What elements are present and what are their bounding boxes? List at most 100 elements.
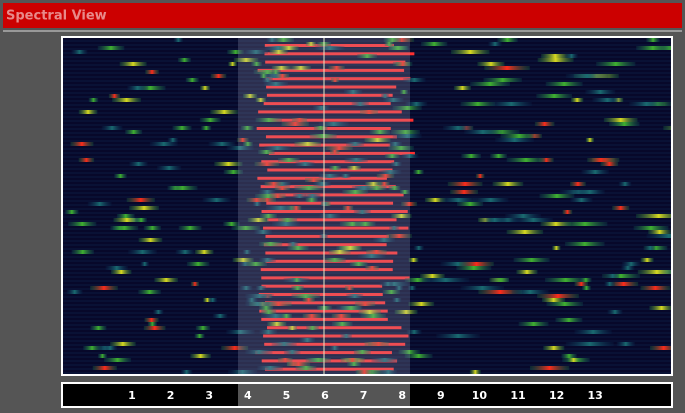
spectral-peak bbox=[318, 174, 341, 178]
spectral-peak bbox=[390, 162, 402, 166]
spectral-peak bbox=[255, 98, 266, 102]
spectral-peak bbox=[110, 342, 136, 346]
spectral-peak bbox=[386, 234, 412, 238]
spectral-peak bbox=[570, 98, 584, 102]
spectral-peak bbox=[319, 214, 341, 218]
spectral-peak bbox=[226, 146, 254, 150]
spectral-peak bbox=[555, 318, 583, 322]
spectral-peak bbox=[178, 226, 202, 230]
spectral-peak bbox=[537, 294, 579, 298]
row-band bbox=[63, 80, 671, 82]
spectral-peak bbox=[392, 298, 402, 302]
spectral-peak bbox=[71, 250, 94, 254]
spectral-peak bbox=[585, 90, 616, 94]
spectral-peak bbox=[257, 366, 284, 370]
spectral-peak bbox=[261, 314, 291, 318]
spectral-peak bbox=[254, 230, 272, 234]
spectral-peak bbox=[143, 226, 161, 230]
spectral-peak bbox=[398, 350, 421, 354]
spectral-peak bbox=[309, 134, 337, 138]
spectral-peak bbox=[353, 350, 371, 354]
spectral-peak bbox=[223, 170, 244, 174]
spectral-peak bbox=[368, 342, 389, 346]
spectral-peak bbox=[391, 214, 412, 218]
axis-label: 1 bbox=[128, 389, 136, 402]
selection-stripe bbox=[269, 193, 404, 197]
spectral-peak bbox=[392, 134, 422, 138]
spectral-peak bbox=[636, 46, 670, 50]
spectral-peak bbox=[331, 322, 353, 326]
row-band bbox=[63, 84, 671, 86]
spectral-peak bbox=[190, 354, 211, 358]
spectral-peak bbox=[329, 150, 340, 154]
spectral-peak bbox=[279, 46, 299, 50]
spectral-peak bbox=[110, 226, 139, 230]
spectral-peak bbox=[346, 358, 359, 362]
row-band bbox=[63, 88, 671, 90]
spectral-peak bbox=[186, 262, 210, 266]
spectral-peak bbox=[185, 78, 199, 82]
row-band bbox=[63, 280, 671, 282]
spectral-peak bbox=[291, 118, 308, 122]
spectral-peak bbox=[274, 186, 290, 190]
spectral-peak bbox=[292, 278, 302, 282]
selection-stripe bbox=[261, 160, 395, 164]
spectral-peak bbox=[365, 266, 379, 270]
spectral-peak bbox=[242, 94, 258, 98]
spectral-peak bbox=[360, 314, 386, 318]
spectral-peak bbox=[157, 166, 182, 170]
selection-stripe bbox=[260, 185, 396, 189]
spectral-peak bbox=[536, 94, 573, 98]
spectral-peak bbox=[65, 210, 79, 214]
spectral-peak bbox=[172, 126, 192, 130]
spectral-peak bbox=[265, 302, 292, 306]
spectral-peak bbox=[636, 214, 671, 218]
selection-stripe bbox=[258, 110, 402, 114]
spectral-peak bbox=[648, 230, 671, 234]
spectral-peak bbox=[356, 370, 373, 374]
selection-stripe bbox=[264, 52, 415, 56]
spectral-peak bbox=[245, 302, 270, 306]
spectral-peak bbox=[340, 334, 353, 338]
spectral-peak bbox=[360, 110, 379, 114]
row-band bbox=[63, 296, 671, 298]
spectral-peak bbox=[315, 46, 345, 50]
spectral-peak bbox=[83, 346, 101, 350]
spectral-peak bbox=[226, 330, 255, 334]
row-band bbox=[63, 116, 671, 118]
spectral-peak bbox=[101, 126, 123, 130]
row-band bbox=[63, 124, 671, 126]
axis-label: 6 bbox=[321, 389, 329, 402]
selection-stripe bbox=[268, 118, 414, 122]
row-band bbox=[63, 232, 671, 234]
spectral-peak bbox=[404, 354, 433, 358]
spectral-peak bbox=[413, 170, 424, 174]
spectral-peak bbox=[565, 242, 605, 246]
spectral-peak bbox=[346, 294, 364, 298]
spectral-peak bbox=[240, 126, 254, 130]
spectral-peak bbox=[637, 270, 671, 274]
spectral-peak bbox=[616, 342, 635, 346]
spectral-peak bbox=[313, 182, 331, 186]
spectral-peak bbox=[518, 322, 549, 326]
spectral-peak bbox=[236, 138, 249, 142]
row-band bbox=[63, 332, 671, 334]
row-band bbox=[63, 308, 671, 310]
spectral-peak bbox=[70, 142, 94, 146]
spectral-peak bbox=[269, 50, 288, 54]
spectral-peak bbox=[318, 122, 349, 126]
spectral-peak bbox=[424, 198, 446, 202]
spectral-peak bbox=[384, 42, 394, 46]
spectral-peak bbox=[98, 354, 107, 358]
spectral-peak bbox=[325, 146, 353, 150]
axis-label: 13 bbox=[588, 389, 603, 402]
spectral-peak bbox=[384, 154, 400, 158]
spectral-peak bbox=[391, 130, 420, 134]
spectral-peak bbox=[306, 326, 319, 330]
spectral-peak bbox=[394, 310, 418, 314]
spectral-peak bbox=[383, 38, 402, 42]
spectral-peak bbox=[421, 42, 448, 46]
row-band bbox=[63, 200, 671, 202]
spectral-peak bbox=[369, 130, 391, 134]
spectral-peak bbox=[354, 302, 376, 306]
